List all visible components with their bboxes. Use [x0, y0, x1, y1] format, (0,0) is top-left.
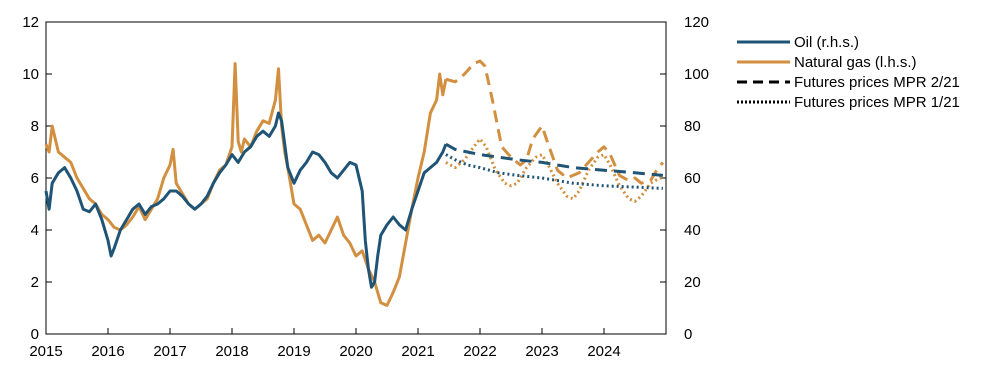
left-tick-label: 2: [31, 274, 39, 291]
right-axis: 0 20 40 60 80 100 120: [660, 14, 709, 343]
right-tick-label: 100: [684, 66, 709, 83]
x-tick-label: 2021: [401, 343, 434, 360]
legend-label: Oil (r.h.s.): [794, 34, 859, 51]
gas-series-line: [44, 62, 448, 307]
left-tick-label: 8: [31, 118, 39, 135]
right-tick-label: 20: [684, 274, 701, 291]
x-tick-label: 2015: [29, 343, 62, 360]
right-tick-label: 60: [684, 170, 701, 187]
legend: Oil (r.h.s.) Natural gas (l.h.s.) Futures …: [737, 34, 960, 111]
right-tick-label: 120: [684, 14, 709, 31]
left-tick-label: 10: [22, 66, 39, 83]
x-tick-label: 2022: [463, 343, 496, 360]
x-tick-label: 2024: [587, 343, 620, 360]
left-tick-label: 12: [22, 14, 39, 31]
left-tick-label: 4: [31, 222, 39, 239]
right-tick-label: 0: [684, 326, 692, 343]
oil-series-line: [44, 111, 448, 289]
gas-futures-mpr-2-21-line: [445, 59, 665, 185]
oil-futures-mpr-2-21-line: [445, 142, 664, 177]
right-tick-label: 80: [684, 118, 701, 135]
right-tick-label: 40: [684, 222, 701, 239]
left-axis: 0 2 4 6 8 10 12: [22, 14, 52, 343]
left-tick-label: 0: [31, 326, 39, 343]
x-tick-label: 2019: [277, 343, 310, 360]
x-tick-label: 2018: [215, 343, 248, 360]
legend-label: Futures prices MPR 2/21: [794, 74, 960, 91]
plot-frame: [45, 21, 667, 335]
gas-futures-mpr-1-21-line: [445, 137, 663, 203]
x-tick-label: 2017: [153, 343, 186, 360]
x-tick-label: 2016: [91, 343, 124, 360]
x-axis: 2015 2016 2017 2018 2019 2020 2021 2022 2023 2024: [29, 328, 621, 360]
x-tick-label: 2023: [525, 343, 558, 360]
left-tick-label: 6: [31, 170, 39, 187]
series-layer: [44, 59, 665, 307]
legend-label: Natural gas (l.h.s.): [794, 54, 917, 71]
x-tick-label: 2020: [339, 343, 372, 360]
legend-label: Futures prices MPR 1/21: [794, 94, 960, 111]
